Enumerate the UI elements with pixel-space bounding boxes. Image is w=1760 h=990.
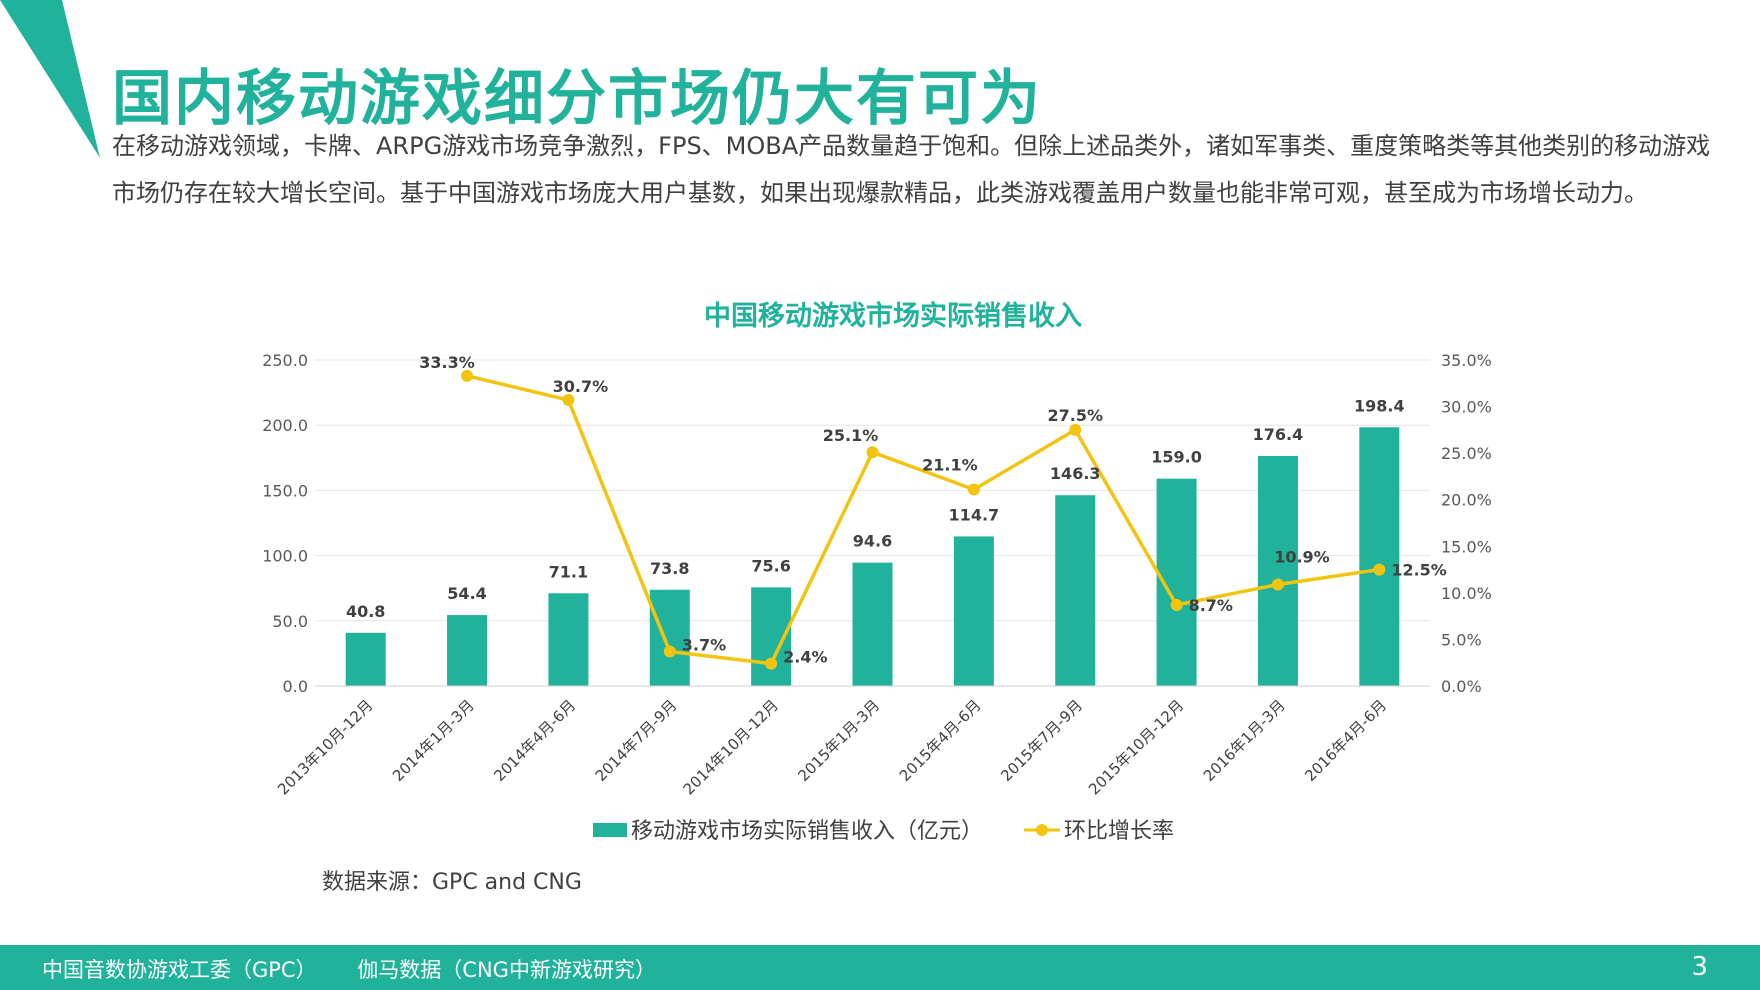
bar	[447, 615, 488, 686]
growth-marker	[663, 645, 676, 658]
x-tick-label: 2014年1月-3月	[389, 696, 478, 785]
chart-title: 中国移动游戏市场实际销售收入	[704, 300, 1082, 332]
y-left-tick-label: 100.0	[262, 547, 308, 566]
bar-value-label: 40.8	[346, 602, 385, 621]
y-right-tick-label: 35.0%	[1441, 351, 1492, 370]
footer-bar: 中国音数协游戏工委（GPC） 伽马数据（CNG中新游戏研究） 3	[0, 945, 1760, 990]
bar	[1055, 495, 1096, 686]
x-tick-label: 2015年7月-9月	[997, 696, 1086, 785]
bar-value-label: 73.8	[650, 559, 689, 578]
bar-value-label: 54.4	[447, 584, 486, 603]
y-right-tick-label: 20.0%	[1441, 491, 1492, 510]
bar-value-label: 75.6	[751, 556, 790, 575]
corner-triangle-decoration	[0, 0, 100, 158]
bar-value-label: 114.7	[949, 505, 1000, 524]
bar	[1257, 455, 1298, 686]
y-left-tick-label: 200.0	[262, 416, 308, 435]
growth-marker	[765, 657, 778, 670]
y-right-tick-label: 5.0%	[1441, 630, 1482, 649]
footer-organizations: 中国音数协游戏工委（GPC） 伽马数据（CNG中新游戏研究）	[42, 954, 690, 984]
data-labels: 40.8 54.4 71.1 73.8 75.6 94.6 114.7 146.3 159.0 1…	[346, 353, 1447, 667]
growth-marker	[1069, 423, 1082, 436]
bar	[548, 593, 589, 686]
y-right-tick-label: 10.0%	[1441, 584, 1492, 603]
x-tick-label: 2016年4月-6月	[1301, 696, 1390, 785]
y-left-tick-label: 150.0	[262, 481, 308, 500]
legend-bar-label: 移动游戏市场实际销售收入（亿元）	[631, 819, 983, 844]
growth-value-label: 33.3%	[419, 353, 475, 372]
bar-value-label: 94.6	[853, 532, 892, 551]
y-right-tick-label: 30.0%	[1441, 398, 1492, 417]
data-source: 数据来源：GPC and CNG	[322, 870, 582, 895]
x-tick-label: 2015年4月-6月	[896, 696, 985, 785]
growth-marker	[1170, 598, 1183, 611]
page-title: 国内移动游戏细分市场仍大有可为	[112, 64, 1042, 134]
y-right-tick-label: 25.0%	[1441, 444, 1492, 463]
growth-value-label: 25.1%	[823, 426, 879, 445]
bar-value-label: 159.0	[1151, 448, 1202, 467]
bar-value-label: 146.3	[1050, 464, 1101, 483]
growth-marker	[1373, 563, 1386, 576]
y-left-tick-label: 50.0	[272, 612, 308, 631]
footer-org-gpc: 中国音数协游戏工委（GPC）	[42, 958, 317, 982]
growth-value-label: 21.1%	[922, 455, 978, 474]
growth-value-label: 8.7%	[1189, 596, 1233, 615]
x-tick-label: 2016年1月-3月	[1200, 696, 1289, 785]
x-tick-label: 2015年10月-12月	[1085, 696, 1187, 798]
growth-value-label: 10.9%	[1274, 547, 1330, 566]
growth-value-label: 2.4%	[783, 648, 827, 667]
growth-value-label: 12.5%	[1391, 561, 1447, 580]
bar-value-label: 71.1	[549, 562, 588, 581]
x-tick-label: 2014年4月-6月	[490, 696, 579, 785]
revenue-chart: 中国移动游戏市场实际销售收入 40.8 54.4 71.1 73.8 75.6 94.6 1…	[262, 300, 1492, 844]
growth-value-label: 27.5%	[1047, 406, 1103, 425]
x-tick-label: 2015年1月-3月	[794, 696, 883, 785]
bar	[852, 562, 893, 686]
bar	[953, 536, 994, 686]
intro-paragraph: 在移动游戏领域，卡牌、ARPG游戏市场竞争激烈，FPS、MOBA产品数量趋于饱和…	[112, 132, 1711, 207]
page-number: 3	[1691, 952, 1708, 982]
growth-marker	[967, 483, 980, 496]
growth-marker	[866, 446, 879, 459]
bar-value-label: 198.4	[1354, 396, 1405, 415]
growth-marker	[562, 394, 575, 407]
x-tick-label: 2014年10月-12月	[680, 696, 782, 798]
growth-value-label: 3.7%	[682, 636, 726, 655]
bar	[345, 632, 386, 686]
growth-line	[466, 374, 1380, 666]
y-left-tick-label: 250.0	[262, 351, 308, 370]
bar	[649, 589, 690, 686]
legend-line-label: 环比增长率	[1064, 819, 1174, 844]
growth-value-label: 30.7%	[553, 377, 609, 396]
x-tick-label: 2013年10月-12月	[274, 696, 376, 798]
line-series	[461, 369, 1386, 670]
legend-bar-swatch	[593, 823, 627, 837]
bar	[1359, 427, 1400, 686]
bar-series	[345, 427, 1400, 686]
growth-marker	[1271, 578, 1284, 591]
y-right-tick-label: 0.0%	[1441, 677, 1482, 696]
growth-marker	[461, 369, 474, 382]
bar-value-label: 176.4	[1253, 425, 1304, 444]
y-left-tick-label: 0.0	[283, 677, 308, 696]
legend-line-marker	[1036, 824, 1048, 836]
y-right-tick-label: 15.0%	[1441, 537, 1492, 556]
legend: 移动游戏市场实际销售收入（亿元） 环比增长率	[593, 819, 1174, 844]
footer-org-cng: 伽马数据（CNG中新游戏研究）	[357, 958, 656, 982]
x-tick-label: 2014年7月-9月	[592, 696, 681, 785]
